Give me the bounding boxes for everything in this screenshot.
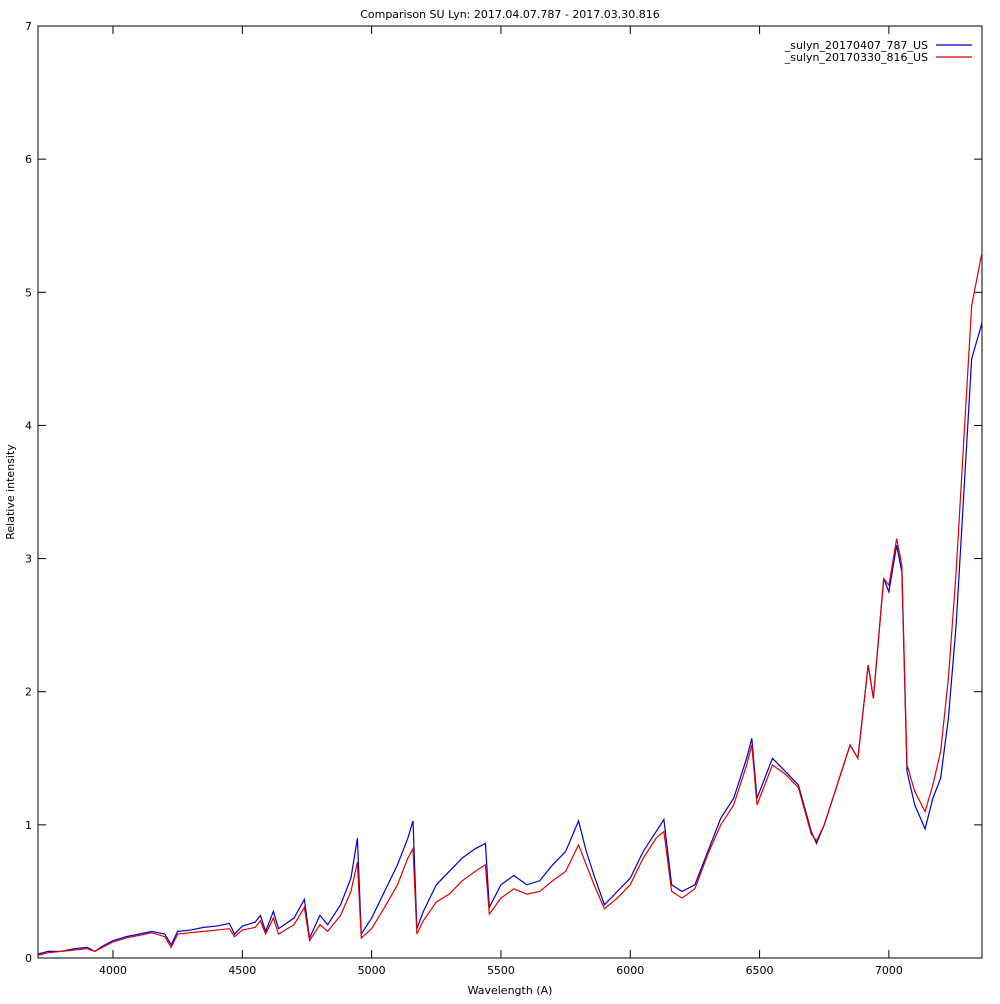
y-tick-label: 6 (25, 153, 32, 166)
x-tick-label: 5000 (358, 964, 386, 977)
y-tick-label: 3 (25, 553, 32, 566)
y-tick-label: 0 (25, 952, 32, 965)
x-tick-label: 4000 (99, 964, 127, 977)
chart-title: Comparison SU Lyn: 2017.04.07.787 - 2017… (360, 8, 660, 21)
legend-label: _sulyn_20170330_816_US (784, 51, 928, 64)
y-tick-label: 7 (25, 20, 32, 33)
y-tick-label: 1 (25, 819, 32, 832)
x-tick-label: 7000 (875, 964, 903, 977)
x-tick-label: 4500 (228, 964, 256, 977)
y-tick-label: 2 (25, 686, 32, 699)
y-axis-label: Relative intensity (4, 444, 17, 540)
data-line (37, 252, 983, 956)
y-tick-label: 4 (25, 419, 32, 432)
plot-frame (37, 25, 983, 959)
y-tick-label: 5 (25, 286, 32, 299)
legend-label: _sulyn_20170407_787_US (784, 39, 928, 52)
x-tick-label: 5500 (487, 964, 515, 977)
x-tick-label: 6000 (616, 964, 644, 977)
x-axis-label: Wavelength (A) (468, 984, 553, 997)
x-tick-label: 6500 (746, 964, 774, 977)
